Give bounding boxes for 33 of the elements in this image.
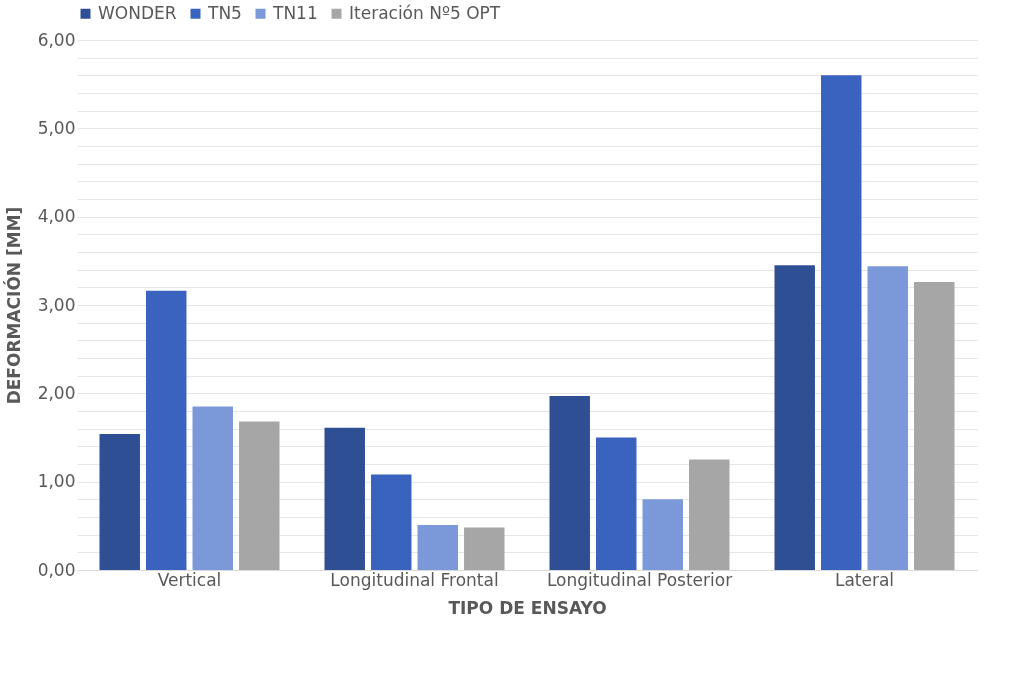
legend-label: Iteración Nº5 OPT <box>349 2 501 23</box>
y-tick-label: 0,00 <box>37 559 76 580</box>
y-tick-label: 4,00 <box>37 206 76 227</box>
y-axis-title: DEFORMACIÓN [MM] <box>2 206 24 405</box>
bar <box>192 406 233 570</box>
legend-label: TN5 <box>207 2 242 23</box>
bar <box>549 395 590 570</box>
y-tick-label: 2,00 <box>37 382 76 403</box>
x-tick-label: Lateral <box>834 569 895 590</box>
bar <box>146 290 187 570</box>
y-tick-label: 5,00 <box>37 117 76 138</box>
y-tick-label: 1,00 <box>37 471 76 492</box>
bar <box>239 421 280 570</box>
x-tick-label: Longitudinal Posterior <box>546 569 733 590</box>
x-tick-label: Longitudinal Frontal <box>330 569 499 590</box>
legend-label: TN11 <box>272 2 318 23</box>
bar <box>867 266 908 570</box>
x-axis-title: TIPO DE ENSAYO <box>448 597 607 618</box>
bar <box>99 433 140 570</box>
bar <box>914 282 955 570</box>
bar <box>371 474 412 570</box>
bar <box>774 265 815 570</box>
legend-label: WONDER <box>98 2 177 23</box>
bar <box>821 75 862 570</box>
bar <box>642 499 683 570</box>
x-tick-label: Vertical <box>157 569 222 590</box>
y-tick-label: 3,00 <box>37 294 76 315</box>
bar <box>689 459 730 570</box>
bar <box>417 524 458 570</box>
bar <box>464 527 505 570</box>
bar <box>596 437 637 570</box>
bar <box>324 427 365 570</box>
y-tick-label: 6,00 <box>37 29 76 50</box>
